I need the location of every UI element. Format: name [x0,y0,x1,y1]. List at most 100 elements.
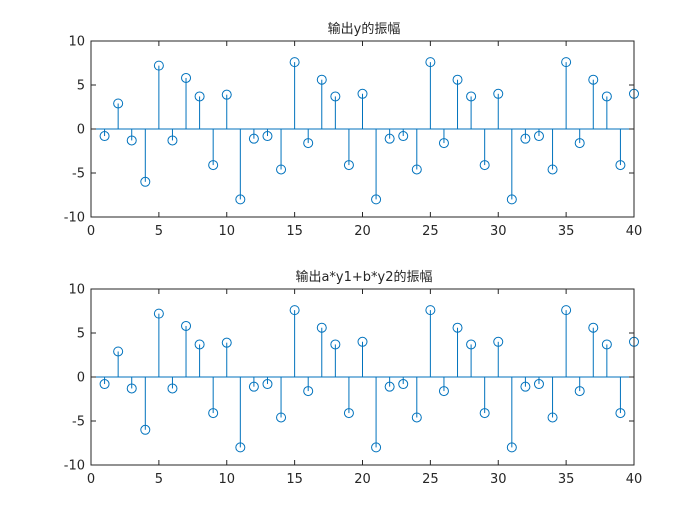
bottom-marker-8 [194,339,205,350]
bottom-plot-axes: 0 5 10 15 20 25 30 35 40 -10 -5 0 5 10 [64,283,643,488]
bottom-marker-14 [276,412,287,423]
bottom-marker-3 [126,383,137,394]
bottom-xtick-label-15: 15 [286,472,303,487]
bottom-plot-title: 输出a*y1+b*y2的振幅 [295,269,432,285]
top-marker-11 [235,194,246,205]
top-marker-26 [438,138,449,149]
bottom-xtick-label-35: 35 [558,472,575,487]
top-marker-30 [493,88,504,99]
bottom-marker-12 [248,381,259,392]
top-xtick-label-35: 35 [558,224,575,239]
bottom-marker-18 [330,339,341,350]
bottom-marker-24 [411,412,422,423]
top-xtick-label-15: 15 [286,224,303,239]
top-marker-18 [330,91,341,102]
top-xtick-label-5: 5 [155,224,163,239]
bottom-marker-37 [588,322,599,333]
bottom-marker-27 [452,322,463,333]
bottom-marker-28 [466,339,477,350]
top-marker-7 [181,72,192,83]
top-stem-plot: 输出y的振幅 0 5 10 15 20 25 30 35 40 -10 -5 0 5 10 [64,21,643,239]
top-marker-29 [479,160,490,171]
bottom-marker-25 [425,305,436,316]
top-marker-38 [601,91,612,102]
bottom-marker-16 [303,386,314,397]
top-marker-14 [276,164,287,175]
bottom-xtick-label-25: 25 [422,472,439,487]
top-xtick-label-30: 30 [490,224,507,239]
bottom-marker-17 [316,322,327,333]
top-ytick-label-10: 10 [68,35,85,50]
top-marker-16 [303,138,314,149]
top-marker-37 [588,74,599,85]
bottom-marker-4 [140,424,151,435]
bottom-xtick-label-40: 40 [626,472,643,487]
bottom-marker-11 [235,442,246,453]
top-marker-15 [289,57,300,68]
bottom-marker-35 [561,305,572,316]
top-plot-marks [91,57,639,205]
bottom-ytick-label-10: 10 [68,283,85,298]
top-marker-22 [384,133,395,144]
bottom-ytick-label-0: 0 [77,371,85,386]
top-marker-20 [357,88,368,99]
top-marker-31 [506,194,517,205]
bottom-marker-6 [167,383,178,394]
top-xtick-label-20: 20 [354,224,371,239]
top-marker-17 [316,74,327,85]
top-plot-title: 输出y的振幅 [328,21,401,37]
top-marker-6 [167,135,178,146]
top-marker-9 [208,160,219,171]
top-marker-28 [466,91,477,102]
top-marker-13 [262,131,273,142]
bottom-marker-10 [221,337,232,348]
bottom-marker-33 [533,379,544,390]
bottom-ytick-label--10: -10 [64,459,85,474]
bottom-plot-marks [91,305,639,453]
bottom-marker-15 [289,305,300,316]
bottom-stem-plot: 输出a*y1+b*y2的振幅 0 5 10 15 20 25 30 35 40 -10 -5 0 5 10 [64,269,643,487]
bottom-marker-32 [520,381,531,392]
top-marker-24 [411,164,422,175]
top-marker-27 [452,74,463,85]
top-marker-36 [574,138,585,149]
bottom-marker-34 [547,412,558,423]
bottom-marker-38 [601,339,612,350]
bottom-marker-23 [398,379,409,390]
top-marker-33 [533,131,544,142]
top-marker-12 [248,133,259,144]
bottom-marker-29 [479,408,490,419]
bottom-marker-20 [357,336,368,347]
bottom-xtick-label-0: 0 [87,472,95,487]
bottom-marker-21 [371,442,382,453]
bottom-xtick-label-30: 30 [490,472,507,487]
top-marker-8 [194,91,205,102]
bottom-marker-1 [99,379,110,390]
bottom-marker-36 [574,386,585,397]
top-xtick-label-25: 25 [422,224,439,239]
top-marker-10 [221,89,232,100]
bottom-marker-7 [181,320,192,331]
bottom-marker-9 [208,408,219,419]
top-ytick-label-5: 5 [77,79,85,94]
top-marker-34 [547,164,558,175]
top-marker-3 [126,135,137,146]
bottom-marker-26 [438,386,449,397]
top-marker-25 [425,57,436,68]
top-xtick-label-0: 0 [87,224,95,239]
bottom-ytick-label--5: -5 [72,415,85,430]
bottom-xtick-label-10: 10 [218,472,235,487]
bottom-marker-13 [262,379,273,390]
top-marker-35 [561,57,572,68]
top-marker-5 [153,60,164,71]
bottom-marker-39 [615,408,626,419]
top-marker-32 [520,133,531,144]
top-marker-39 [615,160,626,171]
bottom-marker-30 [493,336,504,347]
bottom-marker-31 [506,442,517,453]
bottom-marker-2 [113,346,124,357]
bottom-marker-22 [384,381,395,392]
top-marker-19 [343,160,354,171]
bottom-ytick-label-5: 5 [77,327,85,342]
